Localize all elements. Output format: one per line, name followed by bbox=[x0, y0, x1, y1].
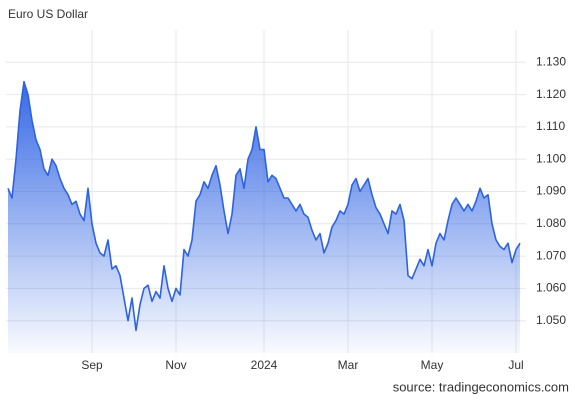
chart-title: Euro US Dollar bbox=[8, 7, 88, 21]
y-tick-label: 1.110 bbox=[536, 119, 565, 133]
x-tick-label: 2024 bbox=[251, 358, 278, 372]
y-tick-label: 1.050 bbox=[536, 313, 566, 327]
x-tick-label: May bbox=[421, 358, 444, 372]
y-tick-label: 1.090 bbox=[536, 184, 566, 198]
x-tick-label: Nov bbox=[165, 358, 186, 372]
x-tick-label: Mar bbox=[338, 358, 359, 372]
y-tick-label: 1.060 bbox=[536, 281, 566, 295]
y-tick-label: 1.120 bbox=[536, 87, 566, 101]
y-tick-label: 1.080 bbox=[536, 216, 566, 230]
y-tick-label: 1.070 bbox=[536, 248, 566, 262]
x-tick-label: Jul bbox=[508, 358, 523, 372]
x-tick-label: Sep bbox=[81, 358, 103, 372]
y-tick-label: 1.130 bbox=[536, 54, 566, 68]
source-note: source: tradingeconomics.com bbox=[393, 379, 569, 394]
y-tick-label: 1.100 bbox=[536, 151, 566, 165]
price-line bbox=[7, 80, 521, 332]
area-fill bbox=[8, 81, 520, 353]
